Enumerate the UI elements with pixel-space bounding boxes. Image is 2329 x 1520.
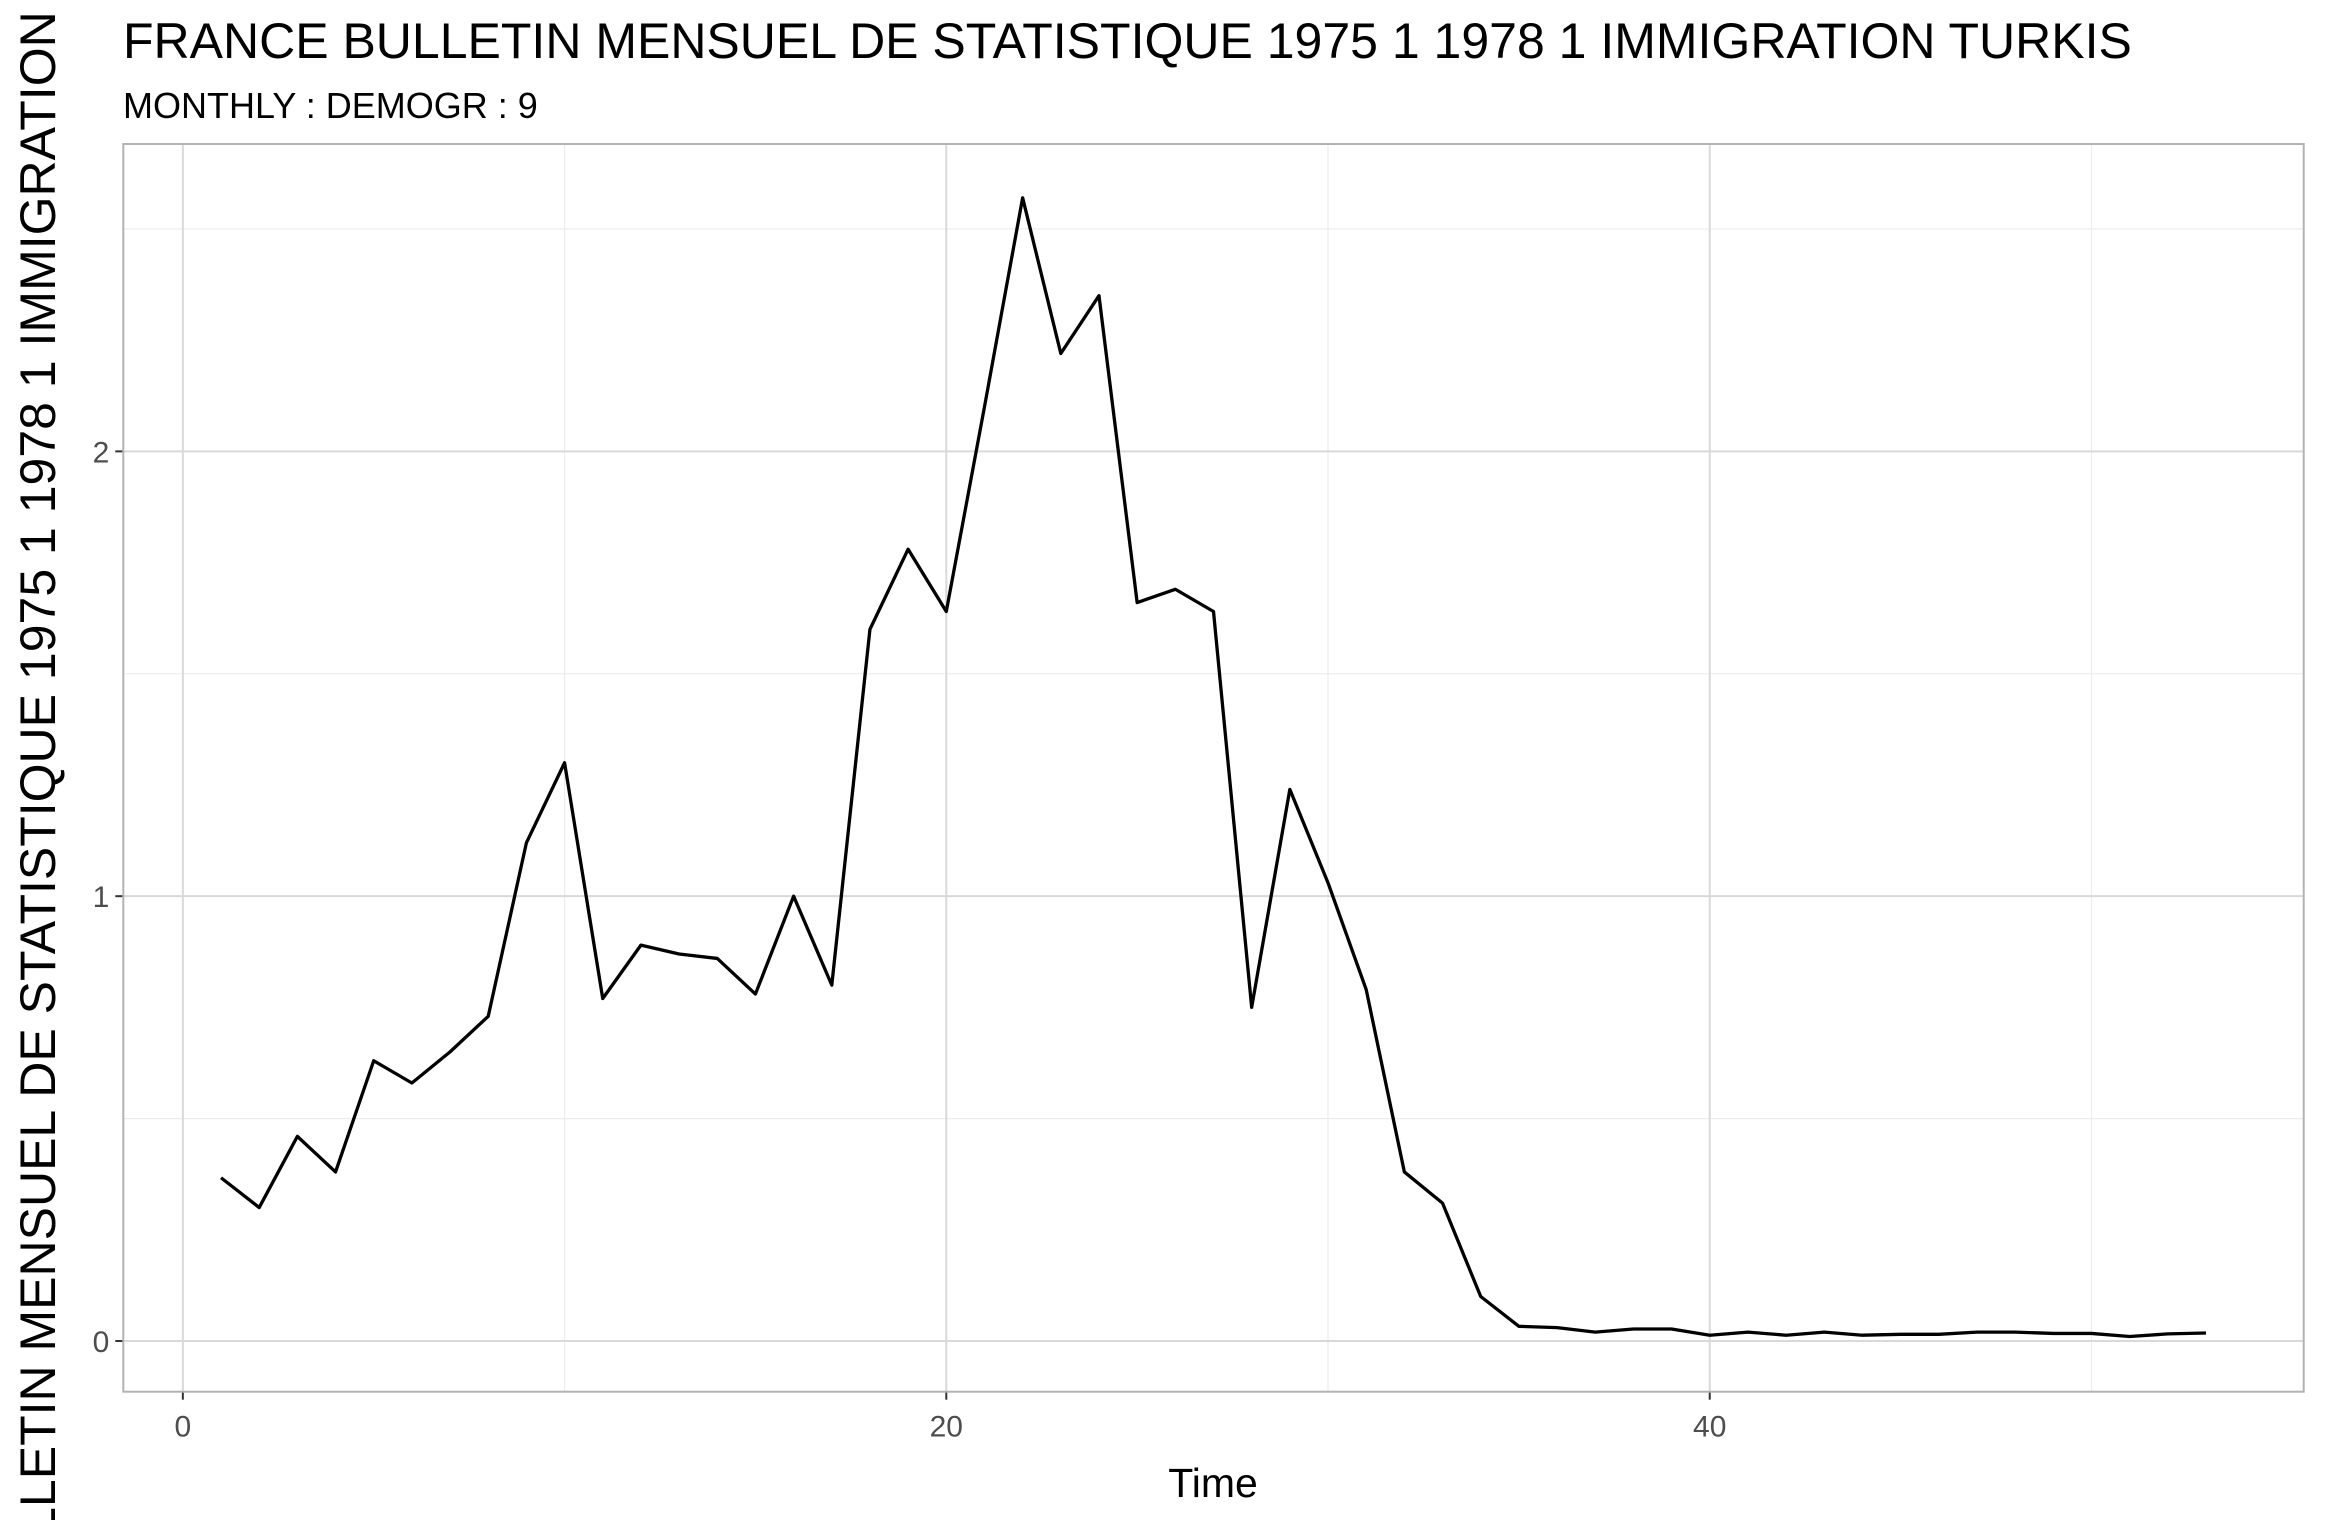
x-tick-label: 0 <box>175 1411 192 1444</box>
x-axis-title: Time <box>1168 1460 1258 1506</box>
y-tick-label: 1 <box>93 881 110 914</box>
y-axis-title: BULLETIN MENSUEL DE STATISTIQUE 1975 1 1… <box>10 0 66 1520</box>
x-tick-label: 40 <box>1693 1411 1726 1444</box>
chart-title: FRANCE BULLETIN MENSUEL DE STATISTIQUE 1… <box>123 13 2132 69</box>
x-tick-label: 20 <box>930 1411 963 1444</box>
data-line <box>220 196 2207 1339</box>
panel-border <box>122 143 2305 1393</box>
chart-subtitle: MONTHLY : DEMOGR : 9 <box>123 85 538 126</box>
y-tick-label: 2 <box>93 436 110 469</box>
y-tick-label: 0 <box>93 1326 110 1359</box>
